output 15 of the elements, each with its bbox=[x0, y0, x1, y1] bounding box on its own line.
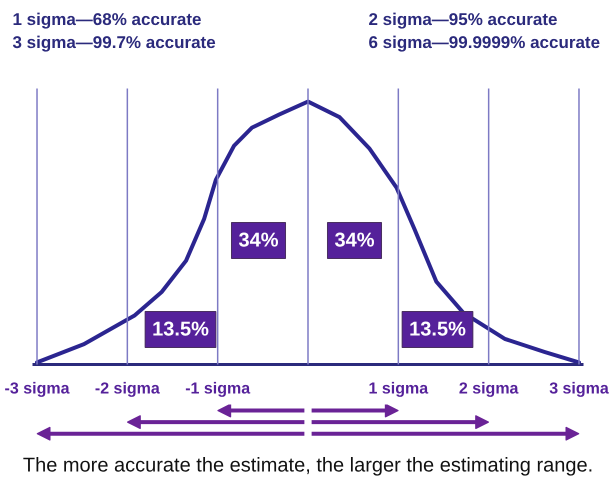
x-tick-label: 3 sigma bbox=[549, 380, 609, 398]
text: 6 sigma—99.9999% accurate bbox=[368, 33, 600, 52]
text: 1 sigma—68% accurate bbox=[12, 10, 202, 29]
text: 3 sigma—99.7% accurate bbox=[12, 33, 216, 52]
annotation: 34% bbox=[238, 230, 279, 252]
annotation: 13.5% bbox=[152, 318, 210, 340]
x-tick-label: 1 sigma bbox=[368, 380, 428, 398]
annotation: 34% bbox=[334, 230, 375, 252]
x-tick-label: -3 sigma bbox=[4, 380, 70, 398]
text: The more accurate the estimate, the larger the estimating range. bbox=[22, 454, 594, 476]
x-tick-label: 2 sigma bbox=[458, 380, 519, 398]
text: 2 sigma—95% accurate bbox=[368, 10, 558, 29]
x-tick-label: -1 sigma bbox=[185, 380, 250, 398]
x-tick-label: -2 sigma bbox=[94, 380, 160, 398]
annotation: 13.5% bbox=[409, 318, 466, 340]
